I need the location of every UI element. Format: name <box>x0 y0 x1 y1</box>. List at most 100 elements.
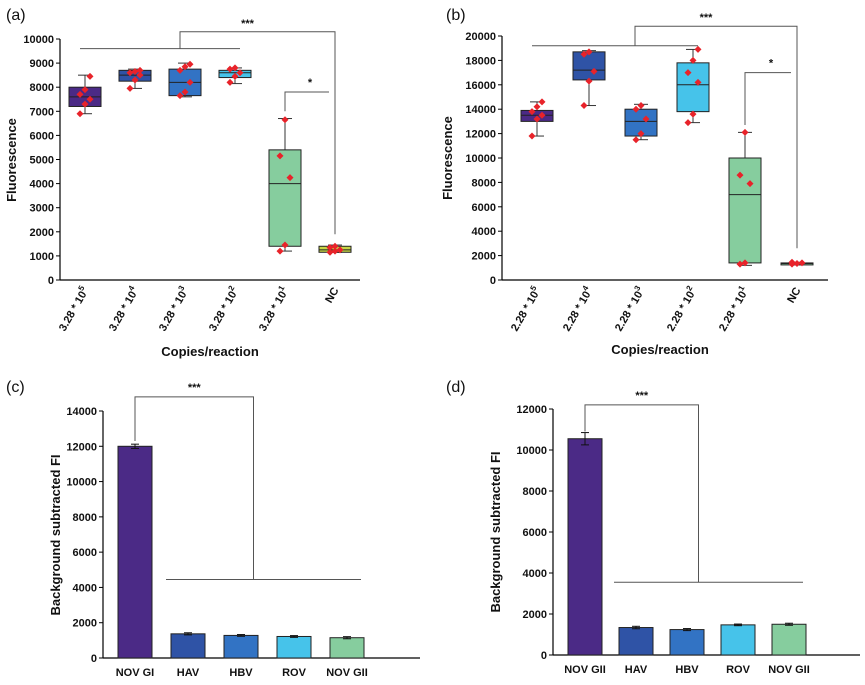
data-point <box>632 105 640 113</box>
data-point <box>76 90 84 98</box>
x-tick-exponent: 5 <box>528 284 538 293</box>
sig-label: *** <box>635 390 649 402</box>
panel-label: (d) <box>446 379 466 396</box>
y-tick-label: 6000 <box>73 547 97 559</box>
data-point <box>81 86 89 94</box>
sig-label-small: * <box>308 77 313 89</box>
y-tick-label: 9000 <box>30 58 54 70</box>
x-tick-label: ROV <box>726 664 751 676</box>
data-point <box>231 64 239 72</box>
x-tick-label: 2.28 * 104 <box>558 284 596 334</box>
x-axis-label: Copies/reaction <box>611 342 709 357</box>
sig-bracket <box>134 396 254 580</box>
x-tick-label: HBV <box>675 664 699 676</box>
data-point <box>741 128 749 136</box>
y-axis-label: Background subtracted FI <box>488 451 503 612</box>
data-point <box>637 130 645 138</box>
x-tick-base: 3.28 * 10 <box>107 289 139 333</box>
x-tick-label: HAV <box>625 664 648 676</box>
y-tick-label: 14000 <box>66 406 97 418</box>
y-tick-label: 2000 <box>30 227 54 239</box>
x-tick-exponent: 4 <box>580 284 590 293</box>
x-tick-base: 3.28 * 10 <box>207 289 239 333</box>
bar <box>170 633 206 659</box>
data-point <box>276 247 284 255</box>
y-tick-label: 3000 <box>30 203 54 215</box>
data-point <box>736 260 744 268</box>
bar <box>223 634 259 659</box>
bar <box>720 624 756 656</box>
data-point <box>181 63 189 71</box>
panel-b: 0 2000 4000 6000 8000 10000 12000 14000 16000 180… <box>440 7 828 357</box>
x-tick-exponent: 5 <box>76 284 86 293</box>
x-tick-label: NOV GI <box>116 667 155 679</box>
sig-label-main: *** <box>700 12 714 24</box>
y-tick-label: 16000 <box>465 80 496 92</box>
x-tick-exponent: 1 <box>276 284 286 293</box>
y-tick-label: 12000 <box>516 404 547 416</box>
x-tick-exponent: 2 <box>226 284 236 293</box>
data-point <box>226 78 234 86</box>
sig-bracket-main <box>634 25 798 249</box>
data-point <box>642 115 650 123</box>
x-tick-exponent: 3 <box>176 284 186 293</box>
y-tick-label: 4000 <box>30 179 54 191</box>
y-tick-label: 4000 <box>523 568 547 580</box>
x-tick-base: 3.28 * 10 <box>257 289 289 333</box>
data-point <box>76 110 84 118</box>
data-point <box>746 180 754 188</box>
data-point <box>684 119 692 127</box>
data-point <box>580 50 588 58</box>
y-tick-label: 4000 <box>73 582 97 594</box>
x-tick-label: NOV GII <box>326 667 368 679</box>
x-tick-base: 2.28 * 10 <box>613 289 645 333</box>
data-point <box>176 66 184 74</box>
data-point <box>231 72 239 80</box>
data-point <box>585 48 593 56</box>
sig-label: *** <box>188 382 202 394</box>
panel-label: (a) <box>6 7 26 24</box>
data-point <box>632 136 640 144</box>
x-tick-base: 3.28 * 10 <box>57 289 89 333</box>
y-tick-label: 8000 <box>30 82 54 94</box>
data-point <box>186 60 194 68</box>
data-point <box>336 246 344 254</box>
y-tick-label: 0 <box>541 650 547 662</box>
y-tick-label: 12000 <box>66 441 97 453</box>
panel-label: (b) <box>446 7 466 24</box>
data-point <box>528 108 536 116</box>
data-point <box>741 259 749 267</box>
data-point <box>81 100 89 108</box>
data-point <box>181 88 189 96</box>
data-point <box>126 69 134 77</box>
x-tick-label: HAV <box>177 667 200 679</box>
y-tick-label: 2000 <box>472 251 496 263</box>
x-tick-base: 2.28 * 10 <box>717 289 749 333</box>
data-point <box>793 260 801 268</box>
data-point <box>533 103 541 111</box>
data-point <box>528 132 536 140</box>
bar <box>618 627 654 656</box>
data-point <box>590 67 598 75</box>
data-point <box>788 258 796 266</box>
x-tick-base: NC <box>323 285 341 305</box>
x-tick-exponent: 4 <box>126 284 136 293</box>
x-tick-label: 2.28 * 105 <box>506 284 544 334</box>
x-tick-base: 2.28 * 10 <box>561 289 593 333</box>
x-tick-label: NC <box>785 285 803 305</box>
data-point <box>326 243 334 251</box>
y-tick-label: 10000 <box>465 153 496 165</box>
data-point <box>533 115 541 123</box>
data-point <box>276 152 284 160</box>
data-point <box>136 66 144 74</box>
y-axis-label: Fluorescence <box>440 116 455 200</box>
x-tick-exponent: 3 <box>632 284 642 293</box>
data-point <box>580 102 588 110</box>
x-tick-label: NOV GII <box>564 664 606 676</box>
y-tick-label: 8000 <box>73 512 97 524</box>
x-tick-label: 2.28 * 102 <box>662 284 700 334</box>
data-point <box>226 65 234 73</box>
data-point <box>126 84 134 92</box>
bar <box>276 635 312 659</box>
panel-a: 0 1000 2000 3000 4000 5000 6000 7000 8000 9000 100… <box>4 7 360 359</box>
